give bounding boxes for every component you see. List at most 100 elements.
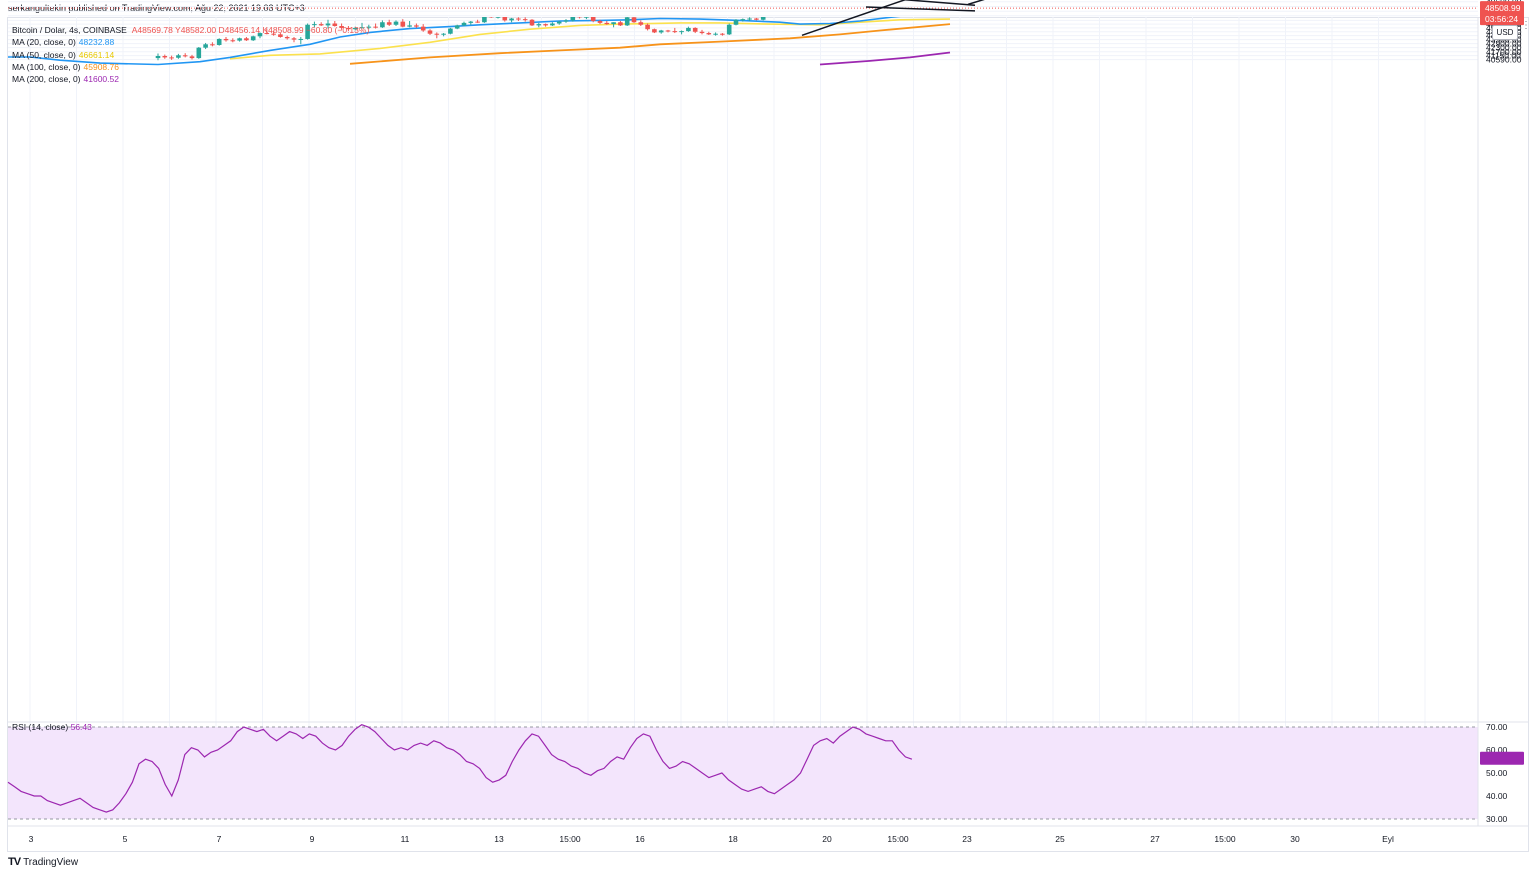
candle-body xyxy=(393,21,399,25)
price-tick-label: 42300.00 xyxy=(1486,43,1522,53)
ma-20-label: MA (20, close, 0) xyxy=(12,37,76,48)
candle-body xyxy=(713,33,718,35)
candle-body xyxy=(454,25,460,29)
rsi-value-badge-bg xyxy=(1480,751,1524,765)
candle-body xyxy=(176,55,181,58)
candle-body xyxy=(543,24,548,26)
candle-body xyxy=(257,33,263,37)
rsi-tick-label: 50.00 xyxy=(1486,768,1508,778)
ma-50-row[interactable]: MA (50, close, 0) 46661.14 xyxy=(12,49,372,61)
tradingview-logo-icon: TV xyxy=(8,856,21,868)
candle-body xyxy=(624,17,630,26)
candle-body xyxy=(509,18,514,21)
time-tick-label: 15:00 xyxy=(559,834,581,844)
candle-body xyxy=(692,27,698,32)
candle-body xyxy=(536,24,542,26)
candle-body xyxy=(726,24,732,35)
candle-body xyxy=(638,22,644,25)
candle-body xyxy=(230,40,236,42)
rsi-tick-label: 30.00 xyxy=(1486,814,1508,824)
candle-body xyxy=(672,31,678,33)
candle-body xyxy=(414,25,419,27)
ma-20-row[interactable]: MA (20, close, 0) 48232.88 xyxy=(12,36,372,48)
candle-body xyxy=(597,20,603,23)
candle-body xyxy=(380,22,385,28)
tradingview-logo[interactable]: TV TradingView xyxy=(8,856,78,868)
ma-100-value: 45908.76 xyxy=(83,61,119,72)
currency-badge[interactable]: USD xyxy=(1492,25,1518,40)
time-tick-label: 16 xyxy=(635,834,645,844)
candle-body xyxy=(434,33,440,35)
time-tick-label: 15:00 xyxy=(1214,834,1236,844)
candle-body xyxy=(699,31,705,34)
candle-body xyxy=(570,17,576,21)
candle-body xyxy=(346,27,351,30)
publisher-line: serkangultekin published on TradingView.… xyxy=(8,3,305,13)
candle-body xyxy=(189,56,195,59)
chart-legend: Bitcoin / Dolar, 4s, COINBASE A48569.78 … xyxy=(12,24,372,85)
candle-body xyxy=(815,4,820,6)
flag-upper-line[interactable] xyxy=(904,0,976,7)
candle-body xyxy=(264,33,270,35)
candle-body xyxy=(366,26,372,28)
candle-body xyxy=(216,38,222,45)
candle-body xyxy=(325,23,331,26)
candle-body xyxy=(318,24,324,26)
candle-body xyxy=(155,55,161,59)
candle-body xyxy=(488,17,494,18)
time-tick-label: Eyl xyxy=(1382,834,1394,844)
candle-body xyxy=(386,22,392,25)
candle-body xyxy=(162,55,168,58)
candle-body xyxy=(210,44,215,46)
time-tick-label: 25 xyxy=(1055,834,1065,844)
candle-body xyxy=(809,4,814,6)
candle-body xyxy=(686,27,691,32)
ma-100-label: MA (100, close, 0) xyxy=(12,61,81,72)
candle-body xyxy=(237,38,242,41)
candle-body xyxy=(754,18,759,20)
rsi-tick-label: 40.00 xyxy=(1486,791,1508,801)
candle-body xyxy=(665,30,671,32)
price-pane[interactable] xyxy=(8,4,951,66)
price-tick-label: 41700.00 xyxy=(1486,47,1522,57)
candle-body xyxy=(291,38,297,40)
ma-200-row[interactable]: MA (200, close, 0) 41600.52 xyxy=(12,73,372,85)
candle-body xyxy=(298,38,304,40)
candle-body xyxy=(475,21,480,23)
candle-body xyxy=(441,33,446,35)
flagpole-line[interactable] xyxy=(801,0,906,37)
candle-body xyxy=(244,38,249,41)
candle-body xyxy=(522,19,528,21)
rsi-label: RSI (14, close) xyxy=(12,722,69,732)
candle-body xyxy=(516,18,521,20)
rsi-tick-label: 60.00 xyxy=(1486,745,1508,755)
candle-body xyxy=(223,38,229,41)
last-price-badge-bg xyxy=(1480,1,1524,26)
ma-20-value: 48232.88 xyxy=(78,37,115,48)
rsi-legend[interactable]: RSI (14, close) 56.43 xyxy=(12,722,92,732)
ma-200-value: 41600.52 xyxy=(83,74,119,85)
candle-body xyxy=(611,22,616,25)
candle-body xyxy=(312,24,317,26)
flag-lower-line[interactable] xyxy=(865,6,976,12)
chart-frame xyxy=(7,17,1529,852)
candle-body xyxy=(747,18,752,20)
ma-20-line xyxy=(8,17,901,66)
candle-body xyxy=(740,19,746,21)
rsi-line xyxy=(7,724,913,813)
candle-body xyxy=(590,17,596,21)
candle-body xyxy=(495,17,501,18)
candle-body xyxy=(250,36,256,41)
more-icon[interactable]: ⋮ xyxy=(1521,20,1531,31)
ma-50-line xyxy=(229,18,951,60)
symbol-label[interactable]: Bitcoin / Dolar, 4s, COINBASE xyxy=(12,25,127,35)
ohlc-values: A48569.78 Y48582.00 D48456.14 K48508.99 … xyxy=(131,25,370,35)
time-tick-label: 11 xyxy=(401,834,410,844)
ma-100-line xyxy=(349,23,951,65)
candle-body xyxy=(563,20,569,22)
ma-100-row[interactable]: MA (100, close, 0) 45908.76 xyxy=(12,61,372,73)
time-tick-label: 23 xyxy=(962,834,972,844)
candle-body xyxy=(482,17,487,23)
candle-body xyxy=(733,19,739,25)
